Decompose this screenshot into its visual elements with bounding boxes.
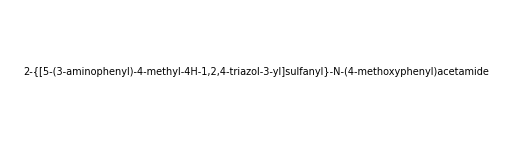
Text: 2-{[5-(3-aminophenyl)-4-methyl-4H-1,2,4-triazol-3-yl]sulfanyl}-N-(4-methoxypheny: 2-{[5-(3-aminophenyl)-4-methyl-4H-1,2,4-…: [23, 67, 489, 77]
